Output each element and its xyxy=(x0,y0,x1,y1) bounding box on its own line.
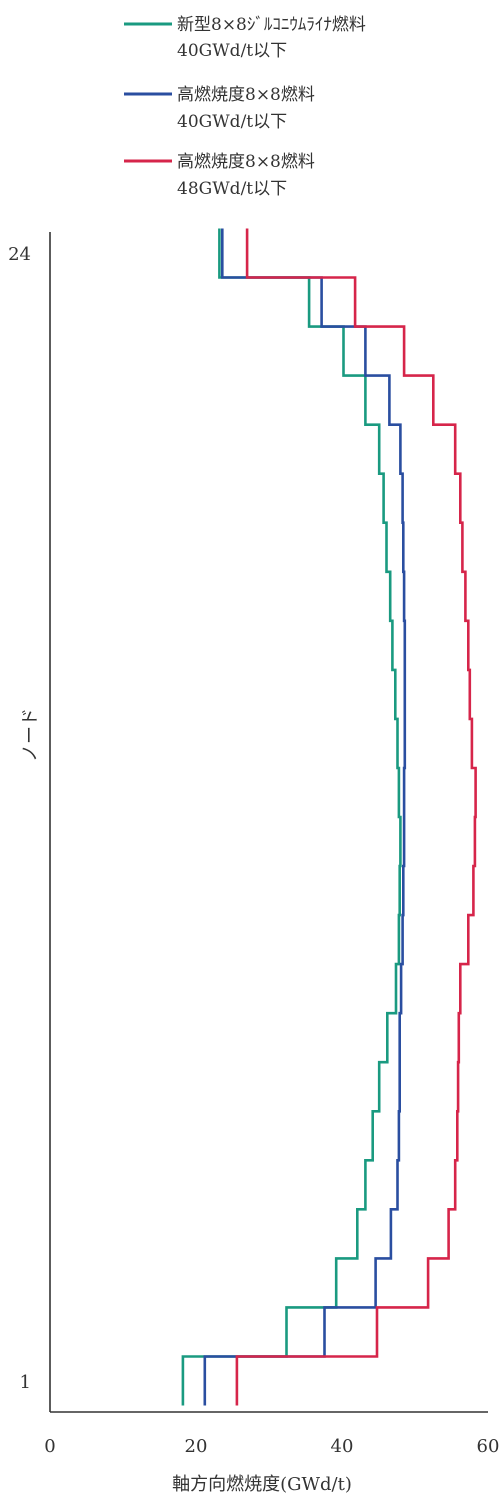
series-line-3 xyxy=(235,228,477,1406)
x-tick-label-0: 0 xyxy=(44,1436,55,1457)
legend-label-3: 高燃焼度8×8燃料 xyxy=(177,152,315,172)
series-line-2 xyxy=(203,228,407,1406)
series-lines xyxy=(181,228,477,1406)
x-tick-label-40: 40 xyxy=(331,1436,354,1457)
y-tick-label-24: 24 xyxy=(8,244,31,265)
axes xyxy=(49,232,488,1413)
x-tick-label-20: 20 xyxy=(185,1436,208,1457)
y-tick-label-1: 1 xyxy=(20,1372,31,1393)
legend-sublabel-1: 40GWd/t以下 xyxy=(177,41,287,61)
series-line-1 xyxy=(181,228,402,1406)
x-axis-title: 軸方向燃焼度(GWd/t) xyxy=(172,1474,352,1495)
legend-label-2: 高燃焼度8×8燃料 xyxy=(177,85,315,105)
legend: 新型8×8ｼﾞﾙｺﾆｳﾑﾗｲﾅ燃料40GWd/t以下高燃焼度8×8燃料40GWd… xyxy=(124,15,366,199)
legend-sublabel-3: 48GWd/t以下 xyxy=(177,179,287,199)
legend-sublabel-2: 40GWd/t以下 xyxy=(177,112,287,132)
legend-label-1: 新型8×8ｼﾞﾙｺﾆｳﾑﾗｲﾅ燃料 xyxy=(177,15,366,35)
y-axis-title: ノード xyxy=(20,708,41,762)
x-tick-label-60: 60 xyxy=(477,1436,500,1457)
tick-labels: 0 20 40 60 1 24 xyxy=(8,244,499,1457)
